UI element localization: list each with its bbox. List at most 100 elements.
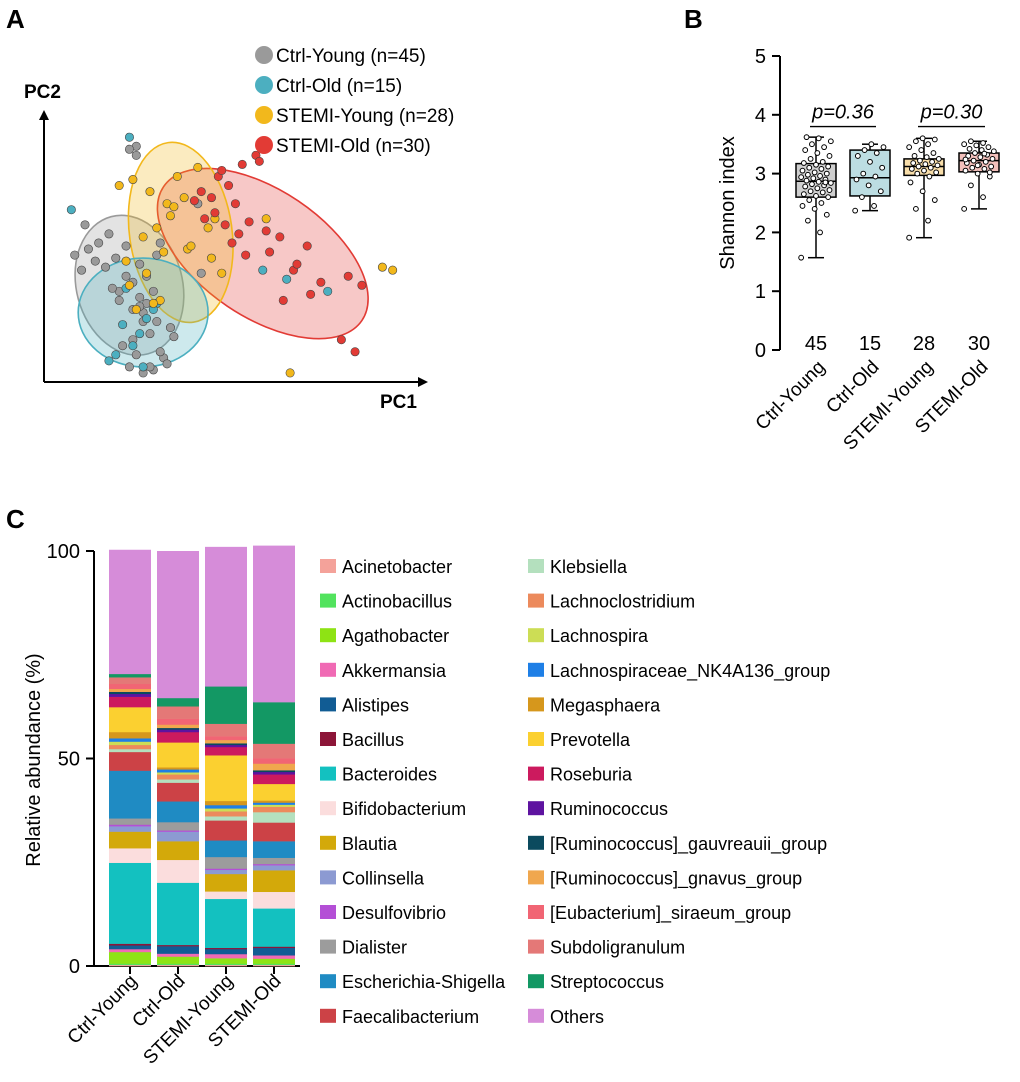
bar-segment-ruminococcus-gauvreauii-group xyxy=(109,691,151,695)
legend-label-prevotella: Prevotella xyxy=(550,730,631,750)
legend-swatch-lachnospira xyxy=(528,628,544,643)
box-point xyxy=(968,182,974,189)
point-stemi-young xyxy=(179,193,189,203)
legend-label-stemi-old: STEMI-Old (n=30) xyxy=(276,136,431,157)
legend-swatch-megasphaera xyxy=(528,697,544,712)
bar-segment-klebsiella xyxy=(205,816,247,821)
abundance-legend: Acinetobacter Actinobacillus Agathobacter A… xyxy=(320,557,830,1027)
point-ctrl-old xyxy=(323,286,333,296)
bar-segment-streptococcus xyxy=(253,702,295,744)
box-point xyxy=(989,156,996,162)
shannon-axis: 0 1 2 3 4 5 xyxy=(755,46,781,362)
bar-segment-klebsiella xyxy=(109,748,151,753)
bar-segment-eubacterium-siraeum-group xyxy=(157,718,199,725)
bar-segment-ruminococcus xyxy=(205,744,247,748)
box-point xyxy=(969,164,976,171)
point-ctrl-young xyxy=(155,238,165,248)
box-point xyxy=(918,147,925,153)
point-ctrl-old xyxy=(135,329,145,339)
point-stemi-old xyxy=(275,232,285,242)
box-point xyxy=(872,173,879,180)
box-point xyxy=(817,229,823,236)
legend-swatch-eubacterium-siraeum-group xyxy=(528,905,544,919)
box-point xyxy=(980,140,986,146)
bar-segment-desulfovibrio xyxy=(157,830,199,832)
bar-segment-eubacterium-siraeum-group xyxy=(205,736,247,741)
box-point xyxy=(906,234,913,241)
box-point xyxy=(968,138,974,145)
legend-label-blautia: Blautia xyxy=(342,834,398,854)
box-point xyxy=(798,174,805,181)
bar-segment-desulfovibrio xyxy=(253,863,295,866)
point-stemi-young xyxy=(128,175,138,185)
bar-segment-prevotella xyxy=(253,783,295,801)
shannon-y-tick-label: 4 xyxy=(755,105,766,127)
box-point xyxy=(972,150,978,156)
point-ctrl-young xyxy=(77,265,87,275)
bar-segment-roseburia xyxy=(253,774,295,785)
point-ctrl-old xyxy=(258,265,268,275)
abundance-y-tick-label: 50 xyxy=(58,749,80,771)
point-stemi-old xyxy=(302,241,312,251)
bar-segment-faecalibacterium xyxy=(205,820,247,841)
bar-segment-megasphaera xyxy=(109,731,151,739)
shannon-y-tick-label: 0 xyxy=(755,340,766,362)
abundance-axis: 0 50 100 xyxy=(47,541,300,978)
point-stemi-old xyxy=(261,226,271,236)
point-stemi-young xyxy=(148,298,158,308)
box-point xyxy=(817,173,823,179)
abundance-bars xyxy=(109,545,295,967)
point-stemi-old xyxy=(230,199,240,209)
point-ctrl-young xyxy=(83,244,93,254)
box-point xyxy=(962,156,969,163)
box-point xyxy=(853,176,860,183)
legend-swatch-bacillus xyxy=(320,732,336,746)
bar-segment-bifidobacterium xyxy=(253,891,295,909)
pcoa-y-arrow xyxy=(39,110,49,120)
legend-swatch-lachnospiraceae-nk4a136-group xyxy=(528,662,544,677)
bar-segment-agathobacter xyxy=(253,958,295,964)
bar-segment-others xyxy=(253,545,295,703)
point-stemi-young xyxy=(261,214,271,224)
abundance-y-tick-label: 0 xyxy=(69,956,80,978)
box-point xyxy=(926,173,933,180)
point-ctrl-old xyxy=(66,205,76,215)
bar-segment-streptococcus xyxy=(205,686,247,724)
stacked-bar-stemi-young xyxy=(205,546,247,967)
point-ctrl-young xyxy=(80,220,90,230)
legend-marker-ctrl-young xyxy=(255,46,273,64)
box-point xyxy=(803,177,810,184)
legend-swatch-prevotella xyxy=(528,732,544,746)
box-point xyxy=(917,157,923,164)
point-stemi-old xyxy=(265,247,275,257)
bar-segment-dialister xyxy=(205,856,247,869)
box-point xyxy=(806,197,813,203)
stacked-bar-stemi-old xyxy=(253,545,295,967)
legend-label-dialister: Dialister xyxy=(342,938,407,958)
shannon-y-label: Shannon index xyxy=(717,136,739,269)
legend-label-subdoligranulum: Subdoligranulum xyxy=(550,938,685,958)
bar-segment-ruminococcus-gauvreauii-group xyxy=(157,727,199,730)
box-point xyxy=(825,194,832,201)
bar-segment-collinsella xyxy=(157,831,199,842)
point-stemi-young xyxy=(206,253,216,263)
bar-segment-escherichia-shigella xyxy=(205,840,247,858)
point-stemi-young xyxy=(172,171,182,181)
bar-segment-alistipes xyxy=(253,947,295,956)
box-point xyxy=(962,167,969,174)
bar-segment-alistipes xyxy=(109,945,151,950)
point-stemi-old xyxy=(278,295,288,305)
point-ctrl-young xyxy=(111,253,121,263)
bar-segment-blautia xyxy=(157,841,199,861)
point-stemi-young xyxy=(169,202,179,212)
point-stemi-young xyxy=(159,247,169,257)
legend-swatch-acinetobacter xyxy=(320,559,336,573)
panel-label-c: C xyxy=(6,504,25,534)
bar-segment-faecalibacterium xyxy=(253,822,295,842)
legend-label-faecalibacterium: Faecalibacterium xyxy=(342,1007,479,1027)
box-point xyxy=(813,193,819,199)
abundance-chart: Relative abundance (%) 0 50 100 Ctrl-Young… xyxy=(23,541,830,1069)
legend-swatch-klebsiella xyxy=(528,559,544,573)
